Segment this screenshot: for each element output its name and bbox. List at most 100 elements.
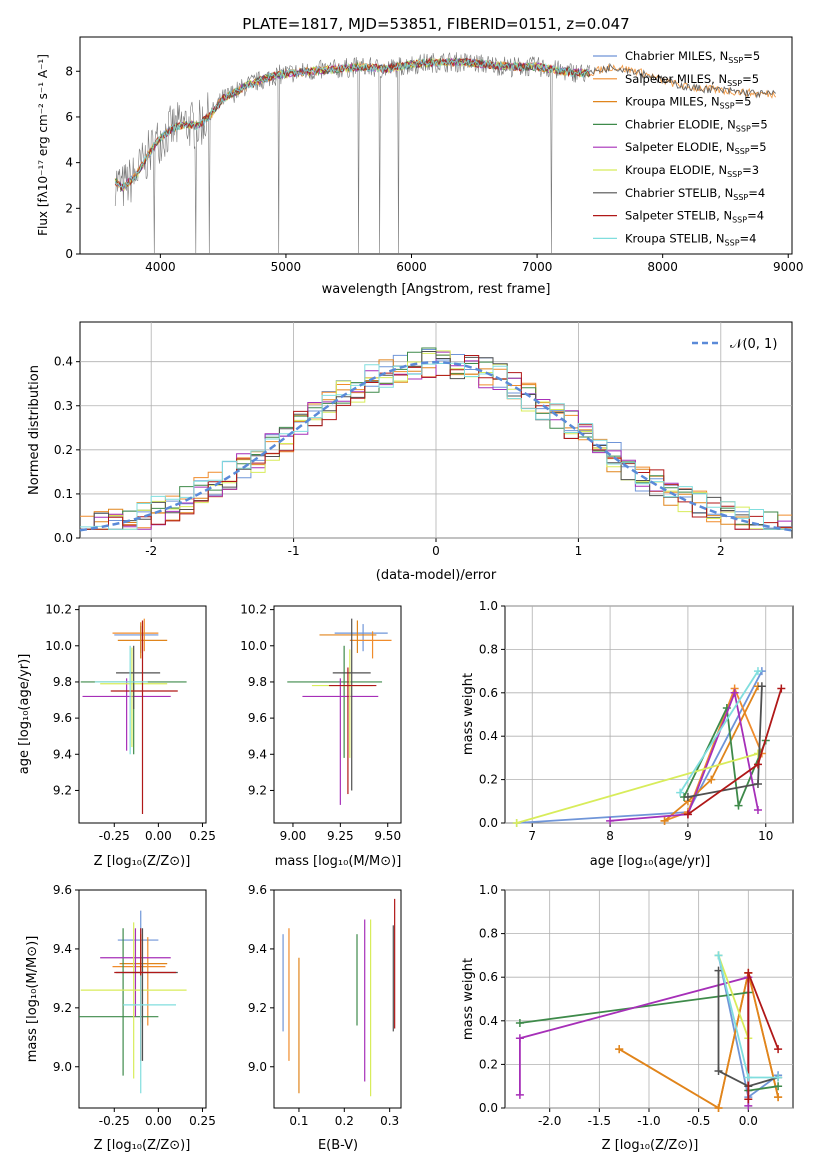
mass-z-ylabel: mass [log₁₀(M/M⊙)] xyxy=(25,936,40,1063)
y-tick-label: 0.4 xyxy=(479,1014,498,1028)
y-tick-label: 9.0 xyxy=(53,1060,72,1074)
y-tick-label: 9.6 xyxy=(248,883,267,897)
y-tick-label: 0 xyxy=(65,247,73,261)
weight-line xyxy=(516,752,759,824)
weight-line xyxy=(717,955,750,1039)
age-mass-errorbars: 9.00 9.25 9.50 9.2 9.4 9.6 9.8 10.0 10.2 xyxy=(240,603,401,843)
weight-marker xyxy=(515,1034,524,1043)
y-tick-label: 10.0 xyxy=(45,639,72,653)
weight-line xyxy=(679,670,759,794)
mass-z-panel: -0.25 0.00 0.25 9.0 9.2 9.4 9.6 Z [log₁₀(Z/Z⊙)… xyxy=(25,883,216,1153)
y-tick-label: 0.2 xyxy=(54,443,73,457)
residual-legend: 𝒩(0, 1) xyxy=(692,337,777,352)
weight-age-axes xyxy=(504,605,794,824)
x-tick-label: -2 xyxy=(145,544,157,558)
x-tick-label: 0.1 xyxy=(289,1114,308,1128)
weight-z-xlabel: Z [log₁₀(Z/Z⊙)] xyxy=(602,1138,699,1153)
weight-marker xyxy=(615,1045,624,1054)
y-tick-label: 9.8 xyxy=(53,675,72,689)
spectrum-legend: Chabrier MILES, NSSP=5 Salpeter MILES, NS… xyxy=(593,49,768,247)
x-tick-label: 4000 xyxy=(145,260,176,274)
weight-marker xyxy=(714,1066,723,1075)
y-tick-label: 9.0 xyxy=(248,1060,267,1074)
residual-panel: -2 -1 0 1 2 0.0 0.1 0.2 0.3 0.4 𝒩(0, 1) (data-mod… xyxy=(27,321,793,583)
y-tick-label: 9.6 xyxy=(53,883,72,897)
weight-marker xyxy=(774,1082,783,1091)
y-tick-label: 0.0 xyxy=(54,531,73,545)
x-tick-label: 9.50 xyxy=(374,829,401,843)
weight-marker xyxy=(744,1095,753,1104)
x-tick-label: 6000 xyxy=(396,260,427,274)
y-tick-label: 10.0 xyxy=(240,639,267,653)
y-tick-label: 0.6 xyxy=(479,970,498,984)
age-z-xlabel: Z [log₁₀(Z/Z⊙)] xyxy=(94,854,191,869)
age-mass-axes xyxy=(273,605,402,824)
weight-z-panel: -2.0 -1.5 -1.0 -0.5 0.0 0.0 0.2 0.4 0.6 0.8 1.0 Z … xyxy=(461,883,794,1153)
x-tick-label: 7 xyxy=(528,829,536,843)
residual-gaussian xyxy=(79,360,793,532)
spectrum-model-line xyxy=(114,57,591,190)
x-tick-label: 0 xyxy=(432,544,440,558)
gaussian-legend-label: 𝒩(0, 1) xyxy=(730,337,777,352)
x-tick-label: -1.0 xyxy=(637,1114,660,1128)
weight-line xyxy=(664,685,759,822)
weight-marker xyxy=(606,816,615,825)
legend-label: Kroupa MILES, NSSP=5 xyxy=(625,95,751,111)
mass-ebv-errorbars: 0.1 0.2 0.3 9.0 9.2 9.4 9.6 xyxy=(248,883,399,1128)
x-tick-label: 10 xyxy=(758,829,773,843)
x-tick-label: -1 xyxy=(288,544,300,558)
x-tick-label: 0.2 xyxy=(335,1114,354,1128)
y-tick-label: 0.2 xyxy=(479,773,498,787)
weight-marker xyxy=(683,810,692,819)
x-tick-label: 5000 xyxy=(271,260,302,274)
y-tick-label: 0.8 xyxy=(479,927,498,941)
x-tick-label: 1 xyxy=(575,544,583,558)
spectrum-panel: 4000 5000 6000 7000 8000 9000 0 2 4 6 8 Chabrier M… xyxy=(36,36,804,297)
weight-marker xyxy=(774,1073,783,1082)
weight-age-ylabel: mass weight xyxy=(461,673,476,755)
legend-label: Salpeter MILES, NSSP=5 xyxy=(625,72,759,88)
weight-marker xyxy=(714,1104,723,1112)
figure-title: PLATE=1817, MJD=53851, FIBERID=0151, z=0… xyxy=(242,15,629,33)
weight-line xyxy=(618,972,779,1110)
weight-marker xyxy=(753,760,762,769)
legend-label: Salpeter STELIB, NSSP=4 xyxy=(625,209,764,225)
weight-marker xyxy=(744,1073,753,1082)
x-tick-label: 8000 xyxy=(647,260,678,274)
x-tick-label: 9000 xyxy=(773,260,804,274)
weight-age-lines: 7 8 9 10 0.0 0.2 0.4 0.6 0.8 1.0 xyxy=(479,599,793,843)
weight-marker xyxy=(515,1090,524,1099)
y-tick-label: 8 xyxy=(65,64,73,78)
x-tick-label: -2.0 xyxy=(538,1114,561,1128)
weight-marker xyxy=(515,1018,524,1027)
y-tick-label: 0.2 xyxy=(479,1057,498,1071)
weight-marker xyxy=(683,792,692,801)
weight-marker xyxy=(774,1093,783,1102)
y-tick-label: 0.8 xyxy=(479,642,498,656)
weight-marker xyxy=(730,688,739,697)
x-tick-label: 9.00 xyxy=(280,829,307,843)
y-tick-label: 0.0 xyxy=(479,1101,498,1115)
weight-marker xyxy=(774,1045,783,1054)
weight-marker xyxy=(714,951,723,960)
y-tick-label: 10.2 xyxy=(45,603,72,617)
gaussian-curve xyxy=(79,360,793,532)
x-tick-label: -0.25 xyxy=(99,1114,130,1128)
weight-marker xyxy=(757,682,766,691)
x-tick-label: 0.00 xyxy=(145,1114,172,1128)
x-tick-label: 0.0 xyxy=(739,1114,758,1128)
legend-label: Kroupa ELODIE, NSSP=3 xyxy=(625,163,759,179)
weight-marker xyxy=(707,775,716,784)
mass-z-errorbars: -0.25 0.00 0.25 9.0 9.2 9.4 9.6 xyxy=(53,883,216,1128)
y-tick-label: 9.8 xyxy=(248,675,267,689)
mass-ebv-axes xyxy=(273,889,402,1109)
y-tick-label: 2 xyxy=(65,201,73,215)
weight-marker xyxy=(676,788,685,797)
weight-marker xyxy=(753,667,762,676)
y-tick-label: 9.2 xyxy=(53,1001,72,1015)
y-tick-label: 1.0 xyxy=(479,883,498,897)
weight-marker xyxy=(753,779,762,788)
spectrum-lines xyxy=(114,52,777,255)
mass-ebv-panel: 0.1 0.2 0.3 9.0 9.2 9.4 9.6 E(B-V) xyxy=(248,883,402,1153)
